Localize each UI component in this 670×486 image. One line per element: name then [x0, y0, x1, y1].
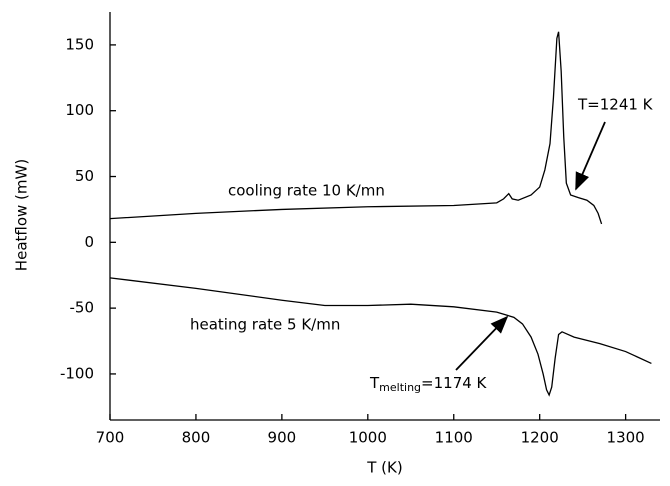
x-tick-label: 1100 — [435, 429, 473, 447]
x-tick-label: 700 — [96, 429, 125, 447]
x-tick-label: 1000 — [349, 429, 387, 447]
x-tick-label: 800 — [182, 429, 211, 447]
annotation-part: =1174 K — [421, 374, 488, 392]
y-axis-label: Heatflow (mW) — [13, 159, 31, 271]
y-tick-label: 100 — [65, 101, 94, 119]
y-tick-label: -50 — [70, 299, 95, 317]
arrow — [455, 315, 509, 371]
data-line — [109, 277, 652, 397]
x-tick-label: 1300 — [607, 429, 645, 447]
x-axis-label: T (K) — [366, 459, 402, 477]
x-tick-label: 900 — [268, 429, 297, 447]
y-tick-label: 50 — [75, 167, 94, 185]
annotation-part: T — [369, 374, 380, 392]
y-tick-label: -100 — [60, 364, 94, 382]
annotation: cooling rate 10 K/mn — [228, 182, 385, 200]
annotation: heating rate 5 K/mn — [190, 316, 340, 334]
data-line — [109, 31, 603, 225]
x-tick-label: 1200 — [521, 429, 559, 447]
annotation: T=1241 K — [577, 96, 654, 114]
y-tick-label: 0 — [84, 233, 94, 251]
annotation-part: melting — [379, 381, 421, 394]
y-tick-label: 150 — [65, 35, 94, 53]
annotation: Tmelting=1174 K — [369, 374, 488, 395]
arrow — [575, 121, 606, 191]
